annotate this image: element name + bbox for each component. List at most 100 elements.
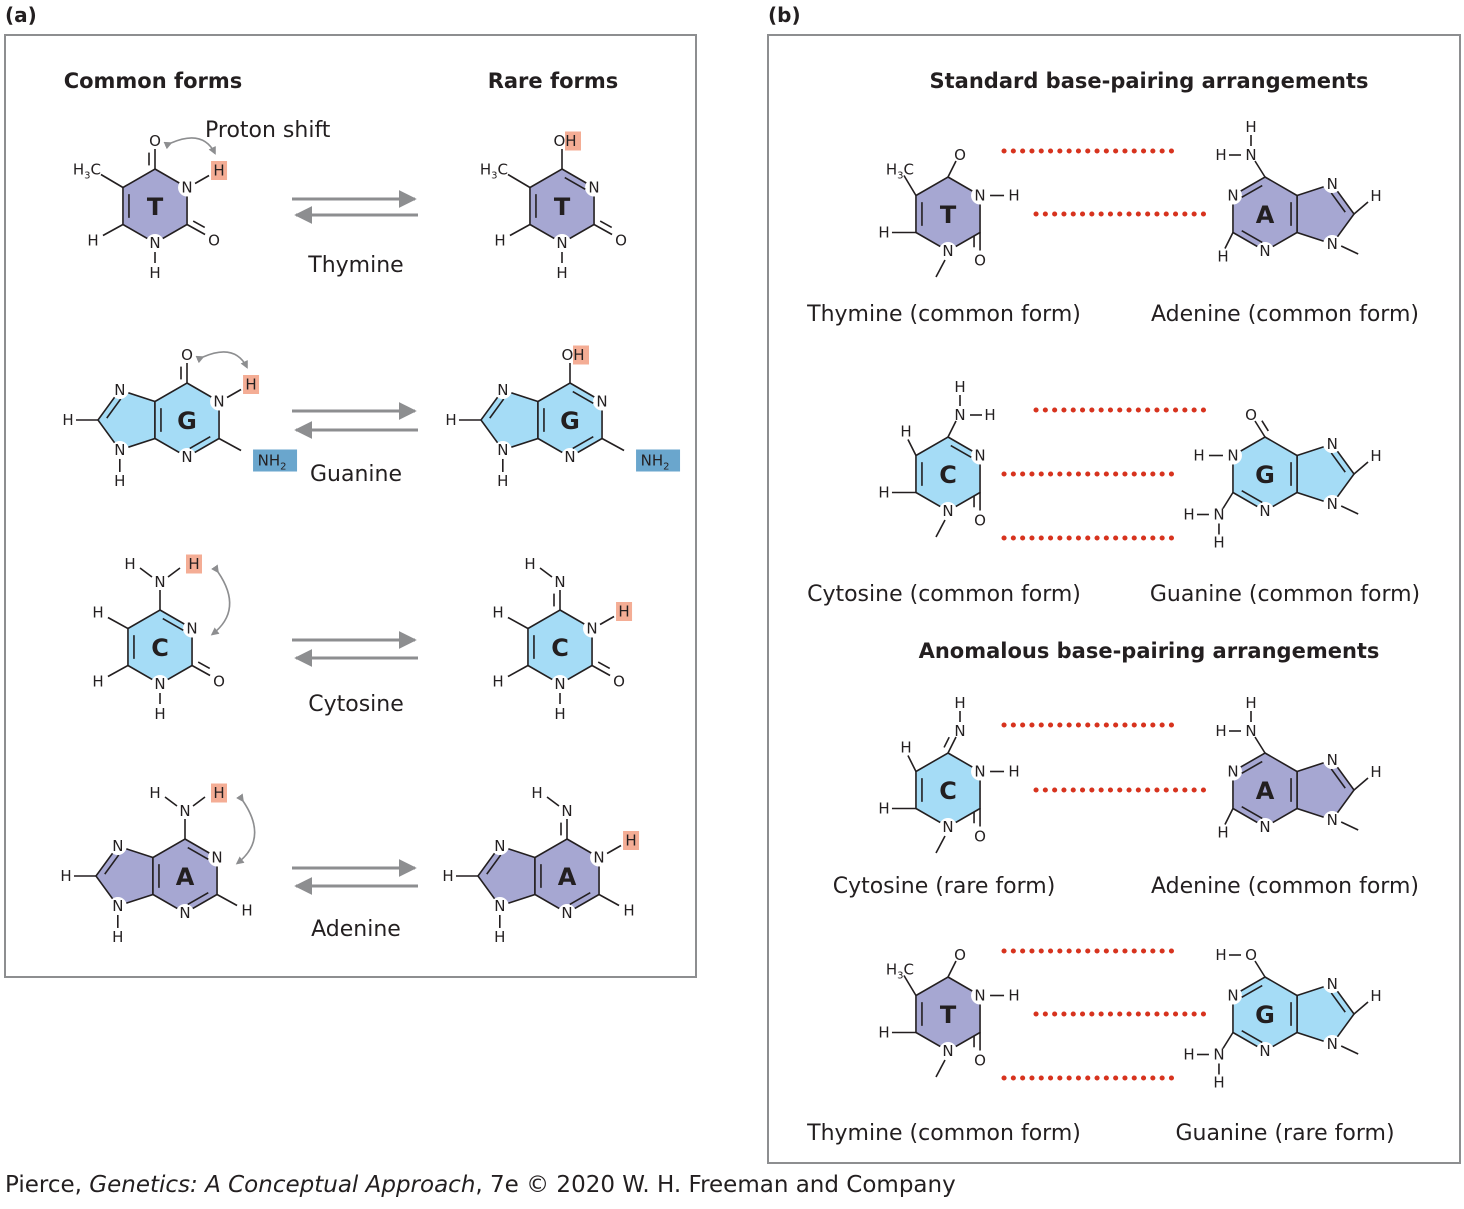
n1-atom: N — [942, 818, 953, 836]
shifted-hydrogen: H — [625, 832, 636, 850]
c8-hydrogen: H — [1370, 987, 1381, 1005]
n3-atom: N — [1259, 242, 1270, 260]
amino-group: NH2 — [258, 452, 287, 473]
n1-atom: N — [213, 393, 224, 411]
amino-nitrogen: N — [1213, 506, 1224, 524]
c8-hydrogen: H — [442, 867, 453, 885]
n3-atom: N — [1259, 502, 1270, 520]
c6-hydrogen: H — [878, 224, 889, 242]
amino-hydrogen: H — [149, 784, 160, 802]
amino-hydrogen-2: H — [1215, 146, 1226, 164]
ring-letter-C: C — [939, 461, 957, 489]
c8-hydrogen: H — [445, 411, 456, 429]
n3-atom: N — [1259, 818, 1270, 836]
amino-group: NH2 — [641, 452, 670, 473]
c4-oxygen: O — [954, 146, 966, 164]
base-name-adenine: Adenine — [311, 917, 401, 942]
common-forms-heading: Common forms — [64, 69, 243, 93]
c2-oxygen: O — [974, 252, 986, 270]
ring-letter-C: C — [151, 634, 169, 662]
c2-oxygen: O — [615, 232, 627, 250]
n1-atom: N — [1227, 447, 1238, 465]
shifted-hydrogen: H — [213, 784, 224, 802]
n7-atom: N — [112, 837, 123, 855]
anomalous-pairing-heading: Anomalous base-pairing arrangements — [919, 639, 1380, 663]
n1-atom: N — [596, 393, 607, 411]
hydrogen-bonds-pair2 — [1001, 407, 1215, 541]
n1-atom: N — [1227, 987, 1238, 1005]
n1-atom: N — [556, 234, 567, 252]
c5-hydrogen: H — [492, 604, 503, 622]
n9-atom: N — [1327, 495, 1338, 513]
ring-letter-T: T — [554, 193, 571, 221]
n3-atom: N — [564, 448, 575, 466]
n1-hydrogen: H — [154, 705, 165, 723]
n9-atom: N — [114, 441, 125, 459]
n3-atom: N — [186, 620, 197, 638]
c6-hydroxyl: OH — [561, 346, 584, 364]
proton-shift-label: Proton shift — [205, 118, 331, 143]
n7-atom: N — [114, 381, 125, 399]
ring-letter-A: A — [1256, 201, 1275, 229]
c2-hydrogen: H — [1217, 248, 1228, 266]
c6-hydrogen: H — [92, 673, 103, 691]
n1-atom: N — [942, 242, 953, 260]
amino-nitrogen: N — [954, 406, 965, 424]
n7-atom: N — [497, 381, 508, 399]
n1-atom: N — [554, 675, 565, 693]
amino-nitrogen: N — [954, 722, 965, 740]
c6-hydrogen: H — [87, 232, 98, 250]
c2-oxygen: O — [974, 828, 986, 846]
amino-hydrogen-2: H — [1183, 1046, 1194, 1064]
amino-hydrogen-2: H — [1215, 722, 1226, 740]
pair1-right-caption: Adenine (common form) — [1151, 302, 1419, 327]
rare-forms-heading: Rare forms — [488, 69, 619, 93]
credit-line: Pierce, Genetics: A Conceptual Approach,… — [5, 1172, 956, 1198]
c2-hydrogen: H — [623, 902, 634, 920]
equilibrium-adenine — [292, 859, 418, 895]
n1-hydrogen: H — [556, 264, 567, 282]
pair4-right-caption: Guanine (rare form) — [1175, 1121, 1394, 1146]
n9-hydrogen: H — [494, 928, 505, 946]
shifted-hydrogen: H — [245, 376, 256, 394]
n7-atom: N — [1327, 175, 1338, 193]
c4-oxygen: O — [954, 946, 966, 964]
n7-atom: N — [1327, 435, 1338, 453]
c2-oxygen: O — [974, 1052, 986, 1070]
ring-letter-G: G — [1255, 461, 1275, 489]
n3-atom: N — [1259, 1042, 1270, 1060]
panel-b-frame — [767, 34, 1461, 1164]
imino-hydrogen: H — [531, 784, 542, 802]
n1-hydrogen: H — [554, 705, 565, 723]
n3-atom: N — [179, 904, 190, 922]
c8-hydrogen: H — [1370, 763, 1381, 781]
standard-pairing-heading: Standard base-pairing arrangements — [930, 69, 1369, 93]
imino-hydrogen: H — [524, 555, 535, 573]
pair1-left-caption: Thymine (common form) — [806, 302, 1081, 327]
imino-nitrogen: N — [561, 802, 572, 820]
amino-hydrogen: H — [954, 378, 965, 396]
n1-hydrogen: H — [1193, 447, 1204, 465]
c2-oxygen: O — [613, 673, 625, 691]
pair2-left-caption: Cytosine (common form) — [807, 582, 1081, 607]
c2-hydrogen: H — [1217, 824, 1228, 842]
n1-atom: N — [942, 1042, 953, 1060]
c6-hydrogen: H — [878, 1024, 889, 1042]
pair4-left-caption: Thymine (common form) — [806, 1121, 1081, 1146]
n9-atom: N — [1327, 235, 1338, 253]
c6-hydrogen: H — [878, 484, 889, 502]
n7-atom: N — [494, 837, 505, 855]
amino-hydrogen: H — [1245, 694, 1256, 712]
hydrogen-bonds-pair4 — [1001, 948, 1215, 1081]
imino-nitrogen: N — [554, 573, 565, 591]
base-name-cytosine: Cytosine — [308, 692, 404, 717]
n3-atom: N — [974, 187, 985, 205]
